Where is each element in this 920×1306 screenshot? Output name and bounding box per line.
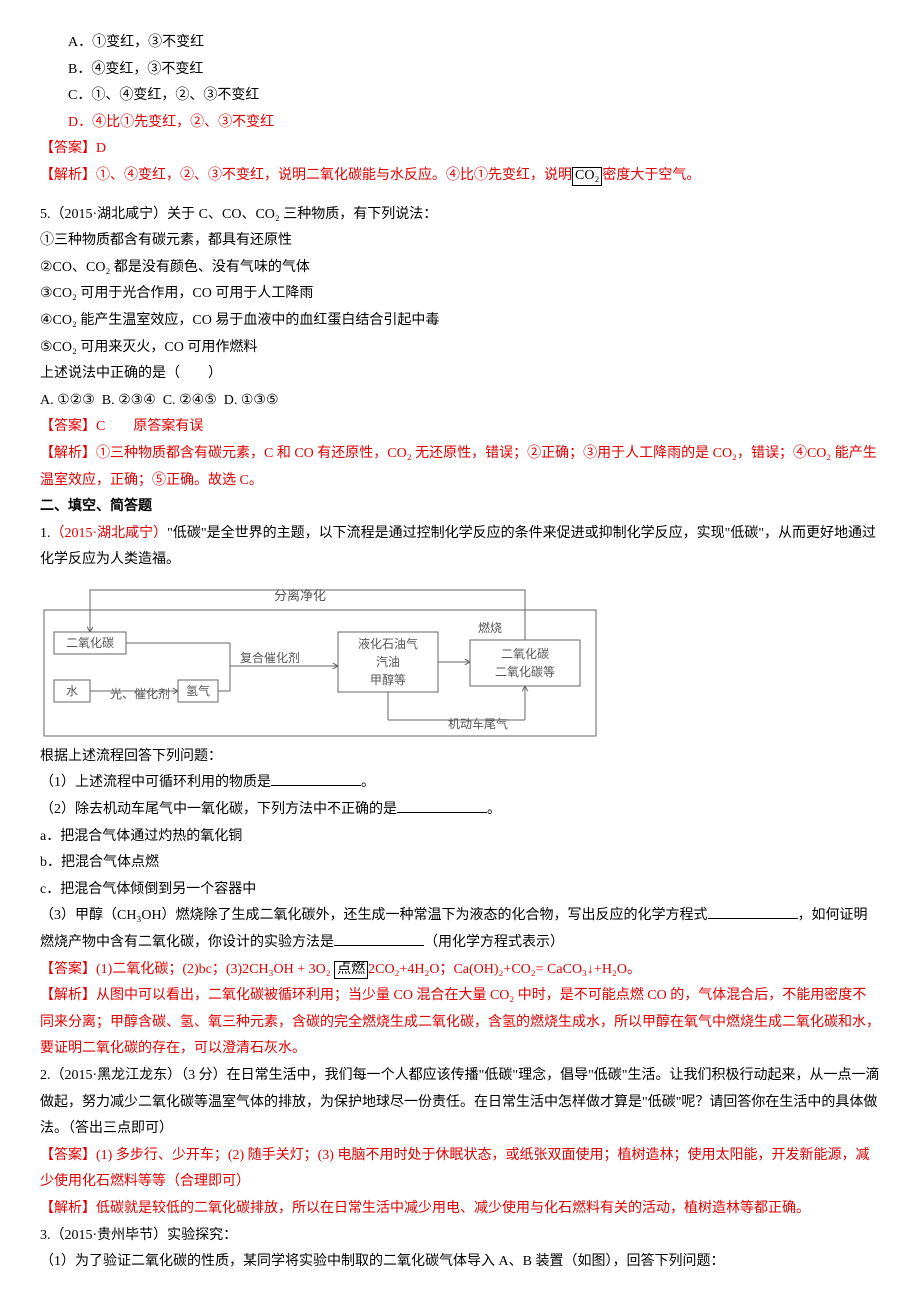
- q4-explain: 【解析】①、④变红，②、③不变红，说明二氧化碳能与水反应。④比①先变红，说明CO…: [40, 163, 880, 190]
- q5-s4: ④CO₂ 能产生温室效应，CO 易于血液中的血红蛋白结合引起中毒: [40, 308, 880, 335]
- svg-text:氢气: 氢气: [186, 683, 210, 698]
- svg-text:甲醇等: 甲醇等: [370, 672, 406, 687]
- blank: [334, 931, 424, 946]
- q5-options: A. ①②③ B. ②③④ C. ②④⑤ D. ①③⑤: [40, 388, 880, 415]
- q1-p1: （1）上述流程中可循环利用的物质是 。: [40, 770, 880, 797]
- q5-answer: 【答案】C 原答案有误: [40, 414, 880, 441]
- q3-p1: （1）为了验证二氧化碳的性质，某同学将实验中制取的二氧化碳气体导入 A、B 装置…: [40, 1249, 880, 1276]
- q1-p2: （2）除去机动车尾气中一氧化碳，下列方法中不正确的是 。: [40, 797, 880, 824]
- q5-s1: ①三种物质都含有碳元素，都具有还原性: [40, 228, 880, 255]
- q4-answer: 【答案】D: [40, 136, 880, 163]
- q1-p2b: 。: [487, 802, 501, 817]
- q4-explain-suffix: 密度大于空气。: [602, 168, 700, 183]
- q4-explain-prefix: 【解析】①、④变红，②、③不变红，说明二氧化碳能与水反应。④比①先变红，说明: [40, 168, 572, 183]
- svg-text:二氧化碳等: 二氧化碳等: [495, 665, 555, 679]
- q3-stem: 3.（2015·贵州毕节）实验探究：: [40, 1223, 880, 1250]
- q5-s2: ②CO、CO₂ 都是没有颜色、没有气味的气体: [40, 255, 880, 282]
- q1-source: （2015·湖北咸宁）: [51, 526, 168, 541]
- q1-explain: 【解析】从图中可以看出，二氧化碳被循环利用；当少量 CO 混合在大量 CO₂ 中…: [40, 983, 880, 1063]
- q1-ansA: 【答案】(1)二氧化碳；(2)bc；(3)2CH₃OH + 3O₂: [40, 962, 331, 977]
- q1-p1b: 。: [361, 775, 375, 790]
- svg-text:机动车尾气: 机动车尾气: [448, 716, 508, 731]
- blank: [397, 798, 487, 813]
- q1-p1a: （1）上述流程中可循环利用的物质是: [40, 775, 271, 790]
- q1-pb: b．把混合气体点燃: [40, 850, 880, 877]
- q5-explain: 【解析】①三种物质都含有碳元素，C 和 CO 有还原性，CO₂ 无还原性，错误；…: [40, 441, 880, 494]
- q1-p2a: （2）除去机动车尾气中一氧化碳，下列方法中不正确的是: [40, 802, 397, 817]
- svg-text:二氧化碳: 二氧化碳: [501, 647, 549, 661]
- q5-ask: 上述说法中正确的是（ ）: [40, 361, 880, 388]
- q1-pc: c．把混合气体倾倒到另一个容器中: [40, 877, 880, 904]
- q5-s5: ⑤CO₂ 可用来灭火，CO 可用作燃料: [40, 335, 880, 362]
- q1-num: 1.: [40, 526, 51, 541]
- ignite-box: 点燃: [334, 961, 368, 980]
- q1-p3c: （用化学方程式表示）: [424, 935, 564, 950]
- q4-option-c: C．①、④变红，②、③不变红: [40, 83, 880, 110]
- q1-p3a: （3）甲醇（CH₃OH）燃烧除了生成二氧化碳外，还生成一种常温下为液态的化合物，…: [40, 908, 708, 923]
- svg-text:液化石油气: 液化石油气: [358, 636, 418, 651]
- q5-s3: ③CO₂ 可用于光合作用，CO 可用于人工降雨: [40, 281, 880, 308]
- q5-stem: 5.（2015·湖北咸宁）关于 C、CO、CO₂ 三种物质，有下列说法：: [40, 202, 880, 229]
- svg-text:燃烧: 燃烧: [478, 620, 502, 635]
- q2-explain: 【解析】低碳就是较低的二氧化碳排放，所以在日常生活中减少用电、减少使用与化石燃料…: [40, 1196, 880, 1223]
- svg-text:光、催化剂: 光、催化剂: [110, 686, 170, 701]
- blank: [271, 771, 361, 786]
- section-2-heading: 二、填空、简答题: [40, 494, 880, 521]
- q1-ansB: 2CO₂+4H₂O；Ca(OH)₂+CO₂= CaCO₃↓+H₂O。: [368, 962, 641, 977]
- q1-stem: 1.（2015·湖北咸宁）"低碳"是全世界的主题，以下流程是通过控制化学反应的条…: [40, 521, 880, 574]
- svg-text:复合催化剂: 复合催化剂: [240, 650, 300, 665]
- q4-option-b: B．④变红，③不变红: [40, 57, 880, 84]
- q4-co2-box: CO₂: [572, 167, 602, 186]
- q2-answer: 【答案】(1) 多步行、少开车；(2) 随手关灯；(3) 电脑不用时处于休眠状态…: [40, 1143, 880, 1196]
- flow-diagram: 分离净化二氧化碳水氢气光、催化剂复合催化剂液化石油气汽油甲醇等燃烧二氧化碳二氧化…: [40, 580, 880, 740]
- q4-option-a: A．①变红，③不变红: [40, 30, 880, 57]
- q2-stem: 2.（2015·黑龙江龙东）（3 分）在日常生活中，我们每一个人都应该传播"低碳…: [40, 1063, 880, 1143]
- q1-p3: （3）甲醇（CH₃OH）燃烧除了生成二氧化碳外，还生成一种常温下为液态的化合物，…: [40, 903, 880, 956]
- q1-after: 根据上述流程回答下列问题：: [40, 744, 880, 771]
- q1-answer: 【答案】(1)二氧化碳；(2)bc；(3)2CH₃OH + 3O₂ 点燃2CO₂…: [40, 957, 880, 984]
- svg-text:汽油: 汽油: [376, 654, 400, 669]
- flow-svg: 分离净化二氧化碳水氢气光、催化剂复合催化剂液化石油气汽油甲醇等燃烧二氧化碳二氧化…: [40, 580, 600, 740]
- q1-pa: a．把混合气体通过灼热的氧化铜: [40, 824, 880, 851]
- q4-option-d: D．④比①先变红，②、③不变红: [40, 110, 880, 137]
- svg-text:二氧化碳: 二氧化碳: [66, 636, 114, 650]
- blank: [708, 904, 798, 919]
- svg-text:水: 水: [66, 684, 78, 698]
